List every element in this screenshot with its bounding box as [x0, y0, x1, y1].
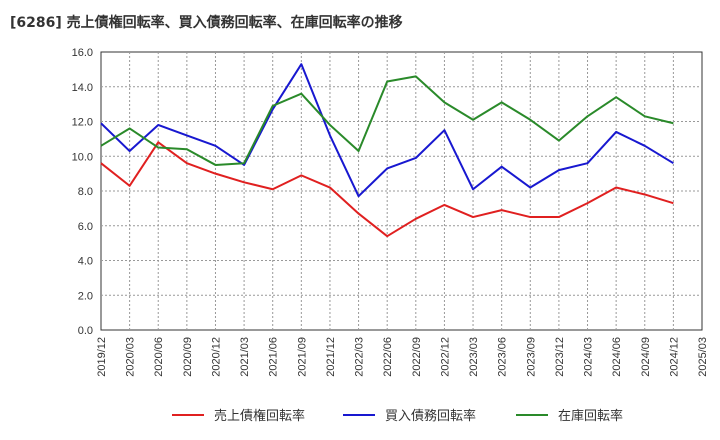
x-axis-ticks: 2019/12 2020/03 2020/06 2020/09 2020/12 2021/…: [96, 337, 709, 377]
y-tick-label: 2.0: [78, 290, 93, 302]
x-tick-label: 2024/03: [583, 337, 595, 377]
series-lines: [100, 63, 674, 238]
x-tick-label: 2022/12: [439, 337, 451, 377]
y-tick-label: 6.0: [78, 221, 93, 233]
x-tick-label: 2021/03: [239, 337, 251, 377]
legend: 売上債権回転率 買入債務回転率 在庫回転率: [172, 408, 623, 424]
y-tick-label: 12.0: [72, 117, 93, 129]
x-tick-label: 2022/06: [382, 337, 394, 377]
x-tick-label: 2023/06: [497, 337, 509, 377]
x-tick-label: 2020/09: [182, 337, 194, 377]
x-tick-label: 2020/12: [210, 337, 222, 377]
x-tick-label: 2025/03: [697, 337, 709, 377]
x-tick-label: 2021/12: [325, 337, 337, 377]
series-line-2: [100, 75, 674, 166]
legend-label-0: 売上債権回転率: [214, 408, 305, 424]
y-tick-label: 16.0: [72, 47, 93, 59]
legend-label-1: 買入債務回転率: [385, 408, 476, 424]
legend-label-2: 在庫回転率: [558, 408, 623, 424]
y-axis-ticks: 0.0 2.0 4.0 6.0 8.0 10.0 12.0 14.0 16.0: [72, 47, 93, 337]
y-tick-label: 10.0: [72, 151, 93, 163]
x-tick-label: 2023/12: [554, 337, 566, 377]
series-line-1: [100, 63, 674, 198]
x-tick-label: 2024/06: [611, 337, 623, 377]
y-tick-label: 4.0: [78, 256, 93, 268]
x-tick-label: 2022/09: [411, 337, 423, 377]
x-tick-label: 2024/09: [640, 337, 652, 377]
y-tick-label: 8.0: [78, 186, 93, 198]
x-tick-label: 2020/06: [153, 337, 165, 377]
x-tick-label: 2021/09: [296, 337, 308, 377]
x-tick-label: 2020/03: [125, 337, 137, 377]
x-tick-label: 2021/06: [268, 337, 280, 377]
x-tick-label: 2023/09: [525, 337, 537, 377]
chart-title: [6286] 売上債権回転率、買入債務回転率、在庫回転率の推移: [10, 15, 403, 31]
series-line-0: [100, 141, 674, 238]
x-tick-label: 2024/12: [668, 337, 680, 377]
x-tick-label: 2023/03: [468, 337, 480, 377]
x-tick-label: 2022/03: [354, 337, 366, 377]
x-tick-label: 2019/12: [96, 337, 108, 377]
y-tick-label: 0.0: [78, 325, 93, 337]
y-tick-label: 14.0: [72, 82, 93, 94]
